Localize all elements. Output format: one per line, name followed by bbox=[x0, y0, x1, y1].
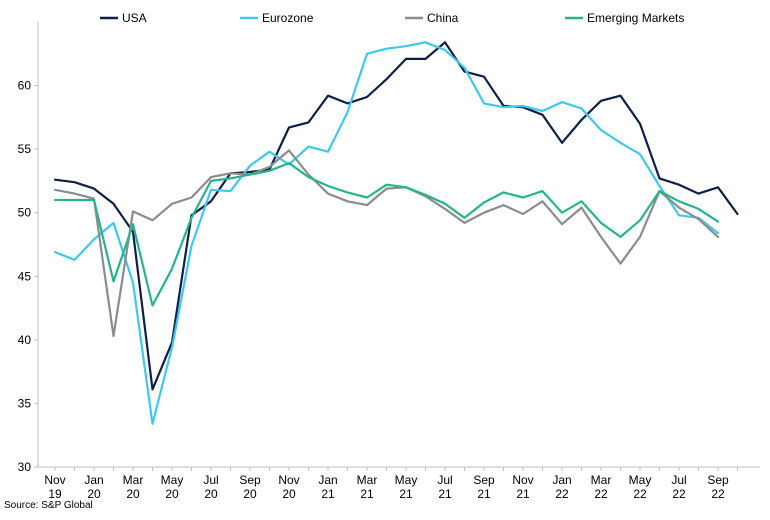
x-tick-label: Jan bbox=[318, 473, 337, 487]
x-tick-label: Nov bbox=[278, 473, 299, 487]
x-tick-label: Jan bbox=[552, 473, 571, 487]
x-tick-label: May bbox=[161, 473, 184, 487]
x-tick-label-year: 22 bbox=[633, 487, 647, 501]
x-tick-label: May bbox=[629, 473, 652, 487]
y-tick-label: 60 bbox=[18, 79, 32, 93]
x-tick-label-year: 22 bbox=[594, 487, 608, 501]
legend-label: USA bbox=[122, 11, 147, 25]
series-line-eurozone bbox=[53, 41, 720, 425]
x-tick-label-year: 21 bbox=[360, 487, 374, 501]
x-tick-label-year: 21 bbox=[477, 487, 491, 501]
x-tick-label: Jul bbox=[671, 473, 686, 487]
series-line-china bbox=[53, 149, 720, 338]
series-lines bbox=[53, 41, 739, 425]
x-tick-label: Sep bbox=[239, 473, 261, 487]
x-tick-label: Jul bbox=[437, 473, 452, 487]
x-tick-label-year: 20 bbox=[282, 487, 296, 501]
x-tick-label: Jul bbox=[203, 473, 218, 487]
x-tick-label-year: 22 bbox=[555, 487, 569, 501]
y-tick-label: 50 bbox=[18, 206, 32, 220]
x-tick-label: Mar bbox=[123, 473, 144, 487]
x-tick-label: Mar bbox=[357, 473, 378, 487]
x-tick-label-year: 22 bbox=[672, 487, 686, 501]
series-line-emerging-markets bbox=[53, 162, 720, 307]
x-tick-label-year: 20 bbox=[243, 487, 257, 501]
legend-label: China bbox=[427, 11, 459, 25]
x-tick-label-year: 19 bbox=[48, 487, 62, 501]
x-tick-label: Jan bbox=[84, 473, 103, 487]
x-tick-label-year: 22 bbox=[711, 487, 725, 501]
legend-label: Emerging Markets bbox=[587, 11, 684, 25]
x-tick-label: May bbox=[395, 473, 418, 487]
legend-label: Eurozone bbox=[262, 11, 314, 25]
x-tick-label-year: 20 bbox=[126, 487, 140, 501]
y-tick-label: 35 bbox=[18, 396, 32, 410]
x-tick-label-year: 20 bbox=[165, 487, 179, 501]
x-tick-label-year: 20 bbox=[204, 487, 218, 501]
x-tick-label-year: 21 bbox=[438, 487, 452, 501]
y-tick-label: 45 bbox=[18, 269, 32, 283]
x-tick-label: Sep bbox=[707, 473, 729, 487]
x-tick-label: Nov bbox=[44, 473, 65, 487]
y-tick-label: 30 bbox=[18, 460, 32, 474]
legend: USA Eurozone China Emerging Markets bbox=[100, 11, 684, 25]
x-tick-label-year: 20 bbox=[87, 487, 101, 501]
series-line-usa bbox=[53, 41, 739, 391]
x-tick-label: Sep bbox=[473, 473, 495, 487]
axes: 30354045505560Nov19Jan20Mar20May20Jul20S… bbox=[18, 22, 760, 501]
x-tick-label-year: 21 bbox=[321, 487, 335, 501]
source-note: Source: S&P Global bbox=[4, 500, 93, 511]
y-tick-label: 55 bbox=[18, 142, 32, 156]
x-tick-label: Mar bbox=[591, 473, 612, 487]
x-tick-label: Nov bbox=[512, 473, 533, 487]
y-tick-label: 40 bbox=[18, 333, 32, 347]
x-tick-label-year: 21 bbox=[399, 487, 413, 501]
x-tick-label-year: 21 bbox=[516, 487, 530, 501]
